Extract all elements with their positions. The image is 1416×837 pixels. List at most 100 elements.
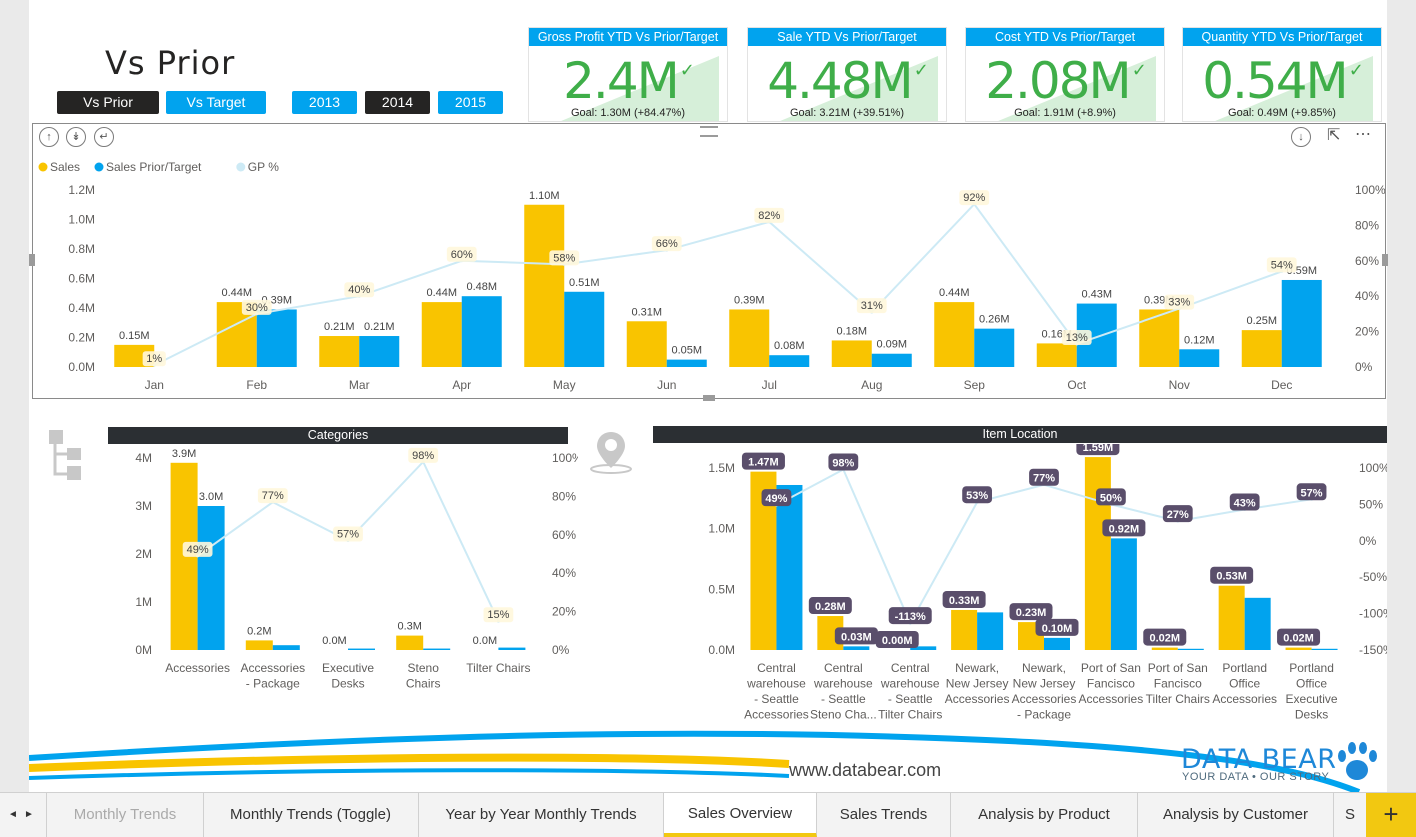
kpi-value-text: 4.48M [767, 52, 913, 110]
check-icon: ✓ [1131, 60, 1147, 81]
y-tick-label: 0.6M [68, 272, 95, 286]
data-label-bg [257, 488, 288, 504]
tab-monthly-trends-toggle[interactable]: Monthly Trends (Toggle) [203, 793, 419, 837]
tab-next-icon[interactable]: ► [24, 809, 34, 820]
data-label-bg [754, 207, 785, 223]
y2-tick-label: 40% [552, 566, 576, 580]
x-category-label: warehouse [746, 677, 806, 691]
bear-paw-icon [1338, 742, 1377, 780]
bar-sales-prior-target [256, 309, 297, 367]
bar-sales [729, 309, 770, 367]
data-label-bg [1162, 505, 1193, 523]
bar-sales-prior-target [1244, 597, 1271, 650]
x-category-label: Accessories [165, 661, 230, 675]
bar-sales-prior-target [1177, 648, 1204, 650]
tab-analysis-by-customer[interactable]: Analysis by Customer [1138, 793, 1334, 837]
bar-sales [524, 204, 565, 367]
footer-website[interactable]: www.databear.com [789, 760, 942, 780]
gp-data-label: 53% [966, 490, 988, 502]
kpi-card-cost[interactable]: Cost YTD Vs Prior/Target 2.08M ✓ Goal: 1.… [965, 27, 1165, 122]
add-page-button[interactable]: + [1366, 793, 1416, 837]
kpi-value-text: 2.08M [985, 52, 1131, 110]
data-label-bg [1143, 628, 1187, 646]
data-label-bg [142, 351, 166, 367]
x-category-label: - Package [246, 677, 300, 691]
drag-handle-icon[interactable] [700, 126, 718, 137]
x-category-label: Accessories [945, 692, 1010, 706]
data-label-bg [446, 246, 477, 262]
bar-data-label: 0.26M [979, 314, 1010, 326]
bar-data-label: 0.44M [939, 287, 970, 299]
item-location-chart[interactable]: 0.0M 0.5M 1.0M 1.5M -150% -100% -50% 0% 50% 100% 1… [653, 444, 1387, 734]
x-category-label: Accessories [1079, 692, 1144, 706]
kpi-title: Sale YTD Vs Prior/Target [748, 28, 946, 46]
x-category-label: Tilter Chairs [466, 661, 530, 675]
bar-data-label: 0.00M [882, 635, 913, 647]
kpi-goal: Goal: 1.91M (+8.9%) [1014, 107, 1116, 119]
bar-data-label: 0.0M [473, 635, 497, 647]
bar-sales [1151, 647, 1178, 650]
focus-mode-icon[interactable]: ⇱ [1327, 127, 1341, 144]
y2-tick-label: 60% [1355, 254, 1379, 268]
x-category-label: New Jersey [1013, 677, 1076, 691]
tab-sales-trends[interactable]: Sales Trends [817, 793, 951, 837]
bar-data-label: 1.10M [529, 190, 560, 202]
bar-sales [396, 635, 424, 650]
data-label-bg [962, 486, 993, 504]
drill-up-icon[interactable]: ↑ [39, 127, 59, 147]
tab-prev-icon[interactable]: ◄ [8, 809, 18, 820]
bar-sales-prior-target [272, 645, 300, 650]
data-label-bg [942, 590, 986, 608]
page-tabs-bar: ◄ ► Monthly Trends Monthly Trends (Toggl… [0, 792, 1416, 837]
x-category-label: Executive [322, 661, 374, 675]
bar-sales-prior-target [1110, 538, 1137, 650]
vs-prior-button[interactable]: Vs Prior [57, 91, 159, 114]
resize-handle-left[interactable] [29, 254, 35, 266]
data-label-bg [182, 541, 213, 557]
tab-year-by-year[interactable]: Year by Year Monthly Trends [419, 793, 664, 837]
gp-data-label: 33% [1168, 297, 1190, 309]
tab-more[interactable]: S [1344, 806, 1355, 823]
vs-target-button[interactable]: Vs Target [166, 91, 266, 114]
bar-data-label: 0.18M [836, 325, 867, 337]
gp-data-label: 13% [1066, 332, 1088, 344]
gp-data-label: 43% [1234, 497, 1256, 509]
year-2013-button[interactable]: 2013 [292, 91, 357, 114]
x-category-label: Office [1296, 677, 1327, 691]
drill-mode-icon[interactable]: ↓ [1291, 127, 1311, 147]
footer-swoosh [29, 730, 1387, 792]
bar-data-label: 0.02M [1149, 633, 1180, 645]
bar-sales-prior-target [498, 647, 526, 650]
x-category-label: warehouse [880, 677, 940, 691]
y2-tick-label: 100% [552, 451, 578, 465]
gp-line [153, 202, 1283, 367]
monthly-sales-chart[interactable]: ↑ ↡ ↵ ↓ ⇱ ⋯ Sales Sales Prior/Target GP % 0… [32, 123, 1386, 399]
year-2015-button[interactable]: 2015 [438, 91, 503, 114]
data-label-bg [1296, 483, 1327, 501]
monthly-sales-plot[interactable]: Sales Sales Prior/Target GP % 0.0M 0.2M 0.4M 0… [33, 148, 1385, 398]
more-options-icon[interactable]: ⋯ [1355, 126, 1371, 143]
kpi-card-quantity[interactable]: Quantity YTD Vs Prior/Target 0.54M ✓ Goal… [1182, 27, 1382, 122]
kpi-card-sales[interactable]: Sale YTD Vs Prior/Target 4.48M ✓ Goal: 3.… [747, 27, 947, 122]
tab-monthly-trends[interactable]: Monthly Trends [46, 793, 204, 837]
gp-data-label: 92% [963, 192, 985, 204]
x-category-label: Desks [1295, 708, 1328, 722]
x-category-label: - Seattle [821, 692, 866, 706]
tab-analysis-by-product[interactable]: Analysis by Product [951, 793, 1138, 837]
bar-sales [1139, 309, 1180, 367]
tab-sales-overview[interactable]: Sales Overview [664, 793, 817, 837]
resize-handle-right[interactable] [1382, 254, 1388, 266]
bar-sales-prior-target [974, 328, 1015, 367]
resize-handle-bottom[interactable] [703, 395, 715, 401]
legend-swatch [94, 162, 104, 172]
year-2014-button[interactable]: 2014 [365, 91, 430, 114]
bar-sales-prior-target [423, 648, 451, 650]
y-tick-label: 0.0M [708, 643, 735, 657]
expand-hierarchy-icon[interactable]: ↵ [94, 127, 114, 147]
logo-title: DATA BEAR [1181, 744, 1337, 775]
bar-data-label: 0.43M [1081, 289, 1112, 301]
categories-chart[interactable]: 0M 1M 2M 3M 4M 0% 20% 40% 60% 80% 100% 3.9M 0.2M 0.0M… [108, 446, 578, 736]
x-category-label: Central [757, 661, 796, 675]
drill-down-all-icon[interactable]: ↡ [66, 127, 86, 147]
kpi-card-gross-profit[interactable]: Gross Profit YTD Vs Prior/Target 2.4M ✓ G… [528, 27, 728, 122]
